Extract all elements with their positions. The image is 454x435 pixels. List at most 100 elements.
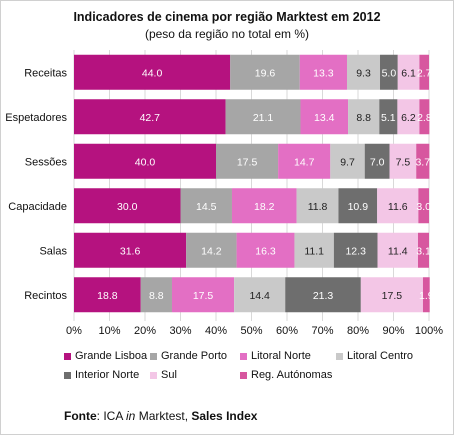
data-label: 14.7 bbox=[294, 156, 315, 168]
bar-segment bbox=[397, 99, 420, 135]
bar-segment bbox=[417, 232, 429, 268]
x-tick-label: 50% bbox=[240, 325, 262, 337]
bar-segment bbox=[330, 143, 365, 179]
bar-segment bbox=[231, 188, 297, 224]
bar-segment bbox=[416, 143, 430, 179]
legend-item: Litoral Centro bbox=[336, 350, 413, 362]
data-label: 21.1 bbox=[253, 112, 274, 124]
source-italic: in bbox=[126, 409, 136, 423]
data-label: 7.0 bbox=[370, 156, 385, 168]
source-bold-end: Sales Index bbox=[191, 409, 258, 423]
x-tick-label: 20% bbox=[134, 325, 156, 337]
legend-item: Interior Norte bbox=[64, 369, 139, 381]
bar-segment bbox=[180, 188, 232, 224]
data-label: 17.5 bbox=[193, 290, 214, 302]
x-tick-label: 40% bbox=[205, 325, 227, 337]
x-tick-label: 80% bbox=[347, 325, 369, 337]
data-label: 6.1 bbox=[401, 67, 416, 79]
data-label: 14.5 bbox=[196, 201, 217, 213]
bar-segment bbox=[377, 232, 418, 268]
data-label: 11.4 bbox=[388, 245, 408, 257]
data-label: 18.8 bbox=[97, 290, 118, 302]
source-label: Fonte bbox=[64, 409, 97, 423]
data-label: 9.3 bbox=[356, 67, 371, 79]
data-label: 13.3 bbox=[313, 67, 334, 79]
data-label: 5.1 bbox=[381, 112, 396, 124]
data-label: 8.8 bbox=[356, 112, 371, 124]
data-label: 14.4 bbox=[249, 290, 270, 302]
category-label: Sessões bbox=[25, 156, 68, 168]
bar-segment bbox=[74, 277, 141, 313]
category-label: Espetadores bbox=[5, 112, 67, 124]
bar-segment bbox=[299, 54, 347, 90]
data-label: 16.3 bbox=[255, 245, 276, 257]
bar-segment bbox=[364, 143, 390, 179]
legend-label: Sul bbox=[161, 369, 177, 381]
category-label: Receitas bbox=[24, 67, 67, 79]
bar-segment bbox=[419, 99, 430, 135]
legend-label: Grande Lisboa bbox=[75, 350, 148, 362]
legend-swatch bbox=[150, 371, 157, 379]
bar-segment bbox=[234, 277, 286, 313]
bar-segment bbox=[236, 232, 295, 268]
bar-segment bbox=[422, 277, 430, 313]
data-label: 17.5 bbox=[382, 290, 403, 302]
bar-segment bbox=[348, 99, 380, 135]
legend-swatch bbox=[64, 352, 71, 360]
legend-item: Grande Porto bbox=[150, 350, 227, 362]
data-label: 14.2 bbox=[201, 245, 222, 257]
bar-segment bbox=[338, 188, 378, 224]
legend-swatch bbox=[150, 352, 157, 360]
bar-segment bbox=[225, 99, 301, 135]
x-tick-label: 100% bbox=[415, 325, 443, 337]
data-label: 11.1 bbox=[304, 245, 324, 257]
bar-segment bbox=[74, 232, 187, 268]
bar-segment bbox=[74, 143, 216, 179]
data-label: 31.6 bbox=[120, 245, 141, 257]
data-label: 3.0 bbox=[416, 201, 431, 213]
legend-item: Sul bbox=[150, 369, 177, 381]
bar-segment bbox=[294, 232, 334, 268]
data-label: 9.7 bbox=[340, 156, 355, 168]
bar-segment bbox=[333, 232, 378, 268]
legend-swatch bbox=[64, 371, 71, 379]
bar-segment bbox=[418, 188, 429, 224]
data-label: 40.0 bbox=[135, 156, 156, 168]
bar-segment bbox=[419, 54, 429, 90]
x-tick-label: 0% bbox=[66, 325, 82, 337]
bar-segment bbox=[377, 188, 419, 224]
data-label: 8.8 bbox=[149, 290, 164, 302]
bar-segment bbox=[296, 188, 339, 224]
data-label: 7.5 bbox=[396, 156, 411, 168]
stacked-bar-chart: Receitas 44.0 19.6 13.3 9.3 5.0 6.1 2.7 Espetado… bbox=[5, 50, 443, 337]
data-label: 44.0 bbox=[142, 67, 163, 79]
data-label: 10.9 bbox=[348, 201, 369, 213]
data-label: 11.8 bbox=[308, 201, 328, 213]
data-label: 30.0 bbox=[117, 201, 138, 213]
source-note: Fonte: ICA in Marktest, Sales Index bbox=[64, 409, 257, 423]
data-label: 6.2 bbox=[401, 112, 416, 124]
bar-segment bbox=[186, 232, 237, 268]
data-label: 21.3 bbox=[313, 290, 334, 302]
data-label: 13.4 bbox=[314, 112, 335, 124]
chart-subtitle: (peso da região no total em %) bbox=[144, 27, 310, 41]
x-tick-label: 60% bbox=[276, 325, 298, 337]
x-tick-label: 10% bbox=[98, 325, 120, 337]
legend-label: Reg. Autónomas bbox=[251, 369, 333, 381]
bar-segment bbox=[300, 99, 349, 135]
data-label: 17.5 bbox=[237, 156, 258, 168]
bar-segment bbox=[380, 54, 398, 90]
bar-segment bbox=[379, 99, 398, 135]
legend-item: Grande Lisboa bbox=[64, 350, 147, 362]
legend-swatch bbox=[240, 352, 247, 360]
bar-segment bbox=[74, 54, 231, 90]
bar-segment bbox=[216, 143, 279, 179]
data-label: 11.6 bbox=[388, 201, 408, 213]
bar-segment bbox=[171, 277, 235, 313]
legend-swatch bbox=[240, 371, 247, 379]
legend-swatch bbox=[336, 352, 343, 360]
data-label: 3.1 bbox=[416, 245, 431, 257]
category-label: Salas bbox=[39, 245, 67, 257]
x-tick-label: 30% bbox=[169, 325, 191, 337]
bar-segment bbox=[346, 54, 381, 90]
